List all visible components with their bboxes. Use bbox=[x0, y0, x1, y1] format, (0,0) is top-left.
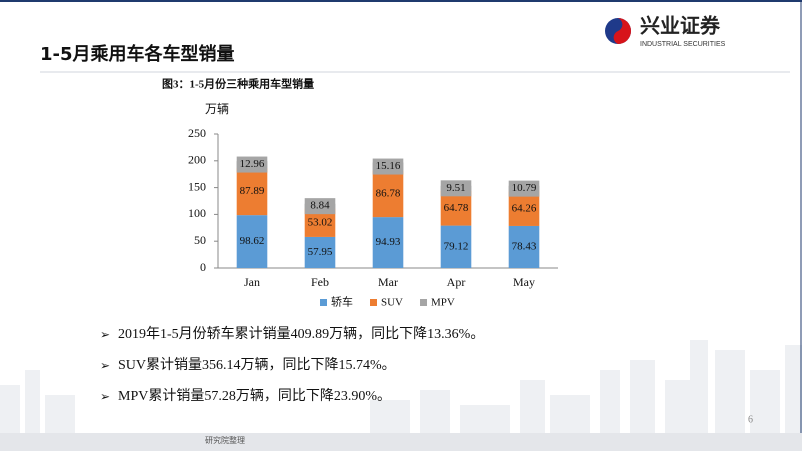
chart: 0 50 100 150 200 250 Jan 98.62 87.89 12.96 Feb 57.9… bbox=[188, 126, 558, 309]
value-label-box bbox=[304, 198, 336, 215]
logo-name: 兴业证券 bbox=[640, 14, 721, 38]
value-label-box bbox=[508, 180, 540, 197]
value-label: 79.12 bbox=[444, 240, 469, 252]
y-tick-label: 50 bbox=[194, 233, 206, 247]
bar-segment bbox=[236, 215, 268, 268]
bullet-text: MPV累计销量57.28万辆，同比下降23.90%。 bbox=[118, 388, 391, 404]
skyline bbox=[0, 340, 802, 435]
legend-label: 轿车 bbox=[331, 295, 353, 309]
y-tick-label: 100 bbox=[188, 206, 206, 220]
bullet-marker: ➢ bbox=[100, 390, 110, 404]
bar-segment bbox=[508, 225, 540, 268]
legend-swatch bbox=[320, 299, 327, 306]
legend-swatch bbox=[420, 299, 428, 306]
value-label-box bbox=[372, 158, 404, 175]
chart-title: 图3：1-5月份三种乘用车型销量 bbox=[162, 77, 314, 91]
value-label: 10.79 bbox=[512, 182, 537, 194]
bullet-text: SUV累计销量356.14万辆，同比下降15.74%。 bbox=[118, 357, 396, 373]
y-tick-label: 0 bbox=[200, 260, 206, 274]
value-label: 98.62 bbox=[240, 235, 265, 247]
logo-subtitle: INDUSTRIAL SECURITIES bbox=[640, 41, 726, 48]
value-label: 8.84 bbox=[310, 200, 330, 212]
value-label: 87.89 bbox=[240, 185, 265, 197]
bullet-marker: ➢ bbox=[100, 328, 110, 342]
bar-segment bbox=[440, 225, 472, 268]
legend-label: SUV bbox=[381, 297, 403, 309]
x-tick-label: Jan bbox=[244, 275, 260, 289]
value-label-box bbox=[440, 180, 472, 197]
x-tick-label: Apr bbox=[447, 275, 466, 289]
x-tick-label: Mar bbox=[378, 275, 398, 289]
bullet-text: 2019年1-5月份轿车累计销量409.89万辆，同比下降13.36%。 bbox=[118, 325, 484, 342]
footer-source: 研究院整理 bbox=[205, 435, 245, 445]
y-tick-label: 250 bbox=[188, 126, 206, 140]
footer-bar bbox=[0, 433, 802, 451]
value-label: 78.43 bbox=[512, 241, 537, 253]
x-tick-label: Feb bbox=[311, 275, 329, 289]
value-label: 64.26 bbox=[512, 202, 537, 214]
bar-segment bbox=[236, 168, 268, 216]
bar-segment bbox=[508, 191, 540, 226]
page-number: 6 bbox=[748, 414, 753, 425]
value-label-box bbox=[236, 156, 268, 173]
bar-segment bbox=[372, 170, 404, 218]
y-tick-label: 200 bbox=[188, 153, 206, 167]
value-label: 53.02 bbox=[308, 216, 333, 228]
bar-segment bbox=[372, 217, 404, 268]
value-label: 9.51 bbox=[446, 182, 465, 194]
value-label: 57.95 bbox=[308, 246, 333, 258]
y-tick-label: 150 bbox=[188, 179, 206, 193]
logo-icon-red bbox=[613, 18, 631, 44]
value-label: 12.96 bbox=[240, 158, 265, 170]
value-label: 94.93 bbox=[376, 236, 401, 248]
legend-label: MPV bbox=[431, 297, 455, 309]
value-label: 86.78 bbox=[376, 187, 401, 199]
x-tick-label: May bbox=[513, 275, 535, 289]
value-label: 64.78 bbox=[444, 202, 469, 214]
y-axis-unit: 万辆 bbox=[205, 102, 229, 116]
bar-segment bbox=[440, 190, 472, 226]
value-label: 15.16 bbox=[376, 160, 401, 172]
bullet-marker: ➢ bbox=[100, 359, 110, 373]
legend-swatch bbox=[370, 299, 377, 306]
bullets: ➢ 2019年1-5月份轿车累计销量409.89万辆，同比下降13.36%。 ➢ SU… bbox=[100, 325, 484, 404]
bar-segment bbox=[304, 236, 336, 268]
slide-title: 1-5月乘用车各车型销量 bbox=[40, 43, 235, 65]
